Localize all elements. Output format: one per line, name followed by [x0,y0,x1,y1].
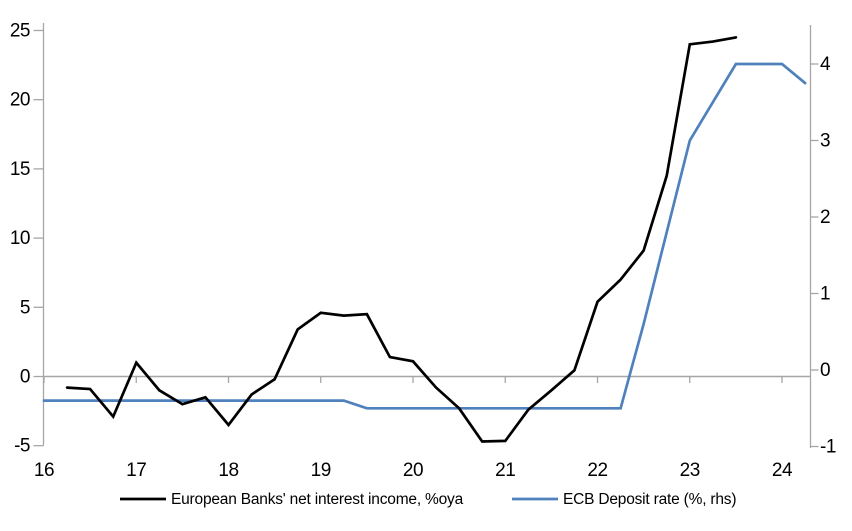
legend: European Banks' net interest income, %oy… [120,491,737,508]
x-tick-label: 16 [34,460,54,481]
right-axis: -1 0 1 2 3 4 [809,25,836,458]
left-tick-label: 15 [10,159,30,180]
right-tick-label: 2 [820,207,830,228]
x-tick-label: 21 [495,460,515,481]
series-line-ecb-deposit-rate [42,62,807,410]
x-axis: 16 17 18 19 20 21 22 23 24 [34,376,793,481]
right-tick-label: 0 [820,360,830,381]
left-tick-label: 0 [20,367,30,388]
right-tick-label: 1 [820,284,830,305]
x-tick-label: 24 [772,460,793,481]
x-tick-label: 23 [680,460,700,481]
right-tick-label: 4 [820,54,831,75]
left-tick-label: 20 [10,90,30,111]
legend-label-0: European Banks' net interest income, %oy… [171,491,464,508]
x-tick-label: 22 [587,460,607,481]
left-axis: -5 0 5 10 15 20 25 [10,21,45,457]
left-tick-label: 25 [10,21,30,42]
right-tick-label: -1 [820,437,836,458]
legend-label-1: ECB Deposit rate (%, rhs) [563,491,736,508]
series-line-net-interest-income [65,36,738,443]
left-tick-label: 10 [10,228,30,249]
x-tick-label: 17 [126,460,146,481]
right-tick-label: 3 [820,131,830,152]
x-tick-label: 20 [403,460,423,481]
left-tick-label: -5 [14,436,30,457]
left-tick-label: 5 [20,297,30,318]
x-tick-label: 18 [218,460,238,481]
x-tick-label: 19 [311,460,331,481]
